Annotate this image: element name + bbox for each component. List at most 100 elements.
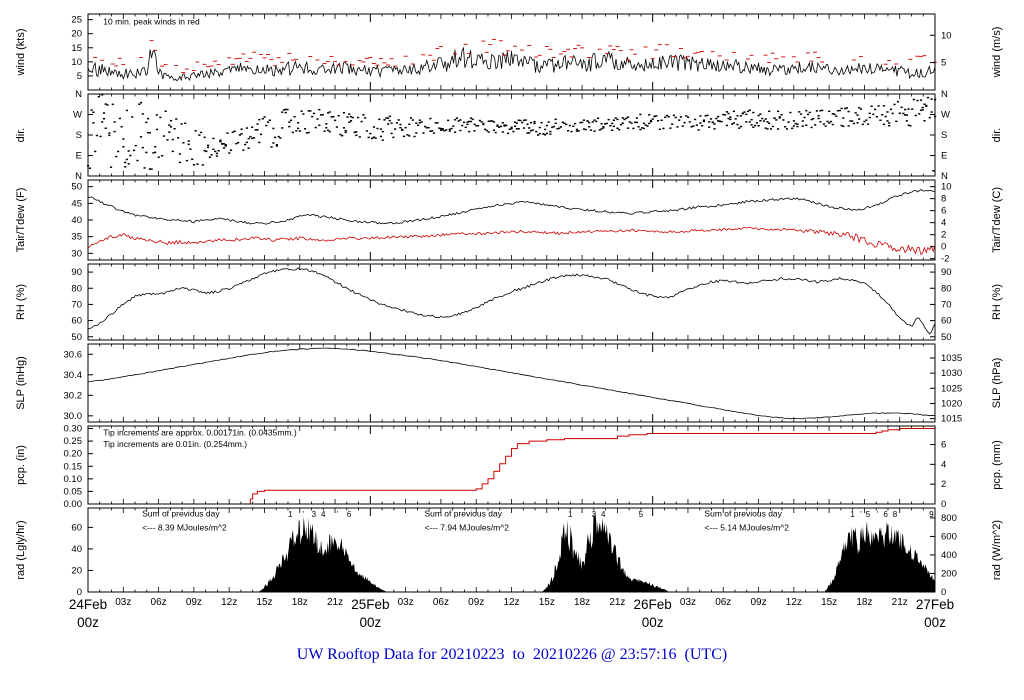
ytick-label-left: 20 [71, 565, 82, 576]
ytick-label-right: -2 [941, 254, 949, 265]
ytick-label-right: 200 [941, 568, 957, 579]
x-hour-label: 00z [77, 615, 99, 630]
ytick-label-left: 0.10 [64, 474, 83, 485]
panel-frame [87, 343, 936, 423]
ytick-label-left: 60 [71, 316, 82, 327]
ytick-label-left: 30 [71, 248, 82, 259]
cloud-marker: ' [877, 510, 879, 519]
ytick-label-left: 50 [71, 182, 82, 193]
y-axis-label-right: RH (%) [991, 284, 1003, 320]
air-temperature-f [87, 189, 936, 225]
ytick-label-right: 2 [941, 230, 946, 241]
ytick-label-right: 70 [941, 299, 952, 310]
chart-title: UW Rooftop Data for 20210223 to 20210226… [296, 646, 728, 663]
ytick-label-left: W [73, 110, 82, 121]
cloud-marker: 3 [592, 510, 597, 519]
x-tick-label: 09z [468, 597, 484, 608]
ytick-label-left: 25 [71, 15, 82, 26]
ytick-label-left: N [75, 171, 82, 182]
y-axis-label-left: SLP (inHg) [15, 356, 27, 410]
cloud-marker: ' [581, 510, 583, 519]
y-axis-label-left: dir. [15, 128, 27, 143]
ytick-label-left: 30.4 [64, 370, 83, 381]
ytick-label-left: 70 [71, 299, 82, 310]
ytick-label-right: 0 [941, 242, 946, 253]
x-tick-label: 15z [539, 597, 555, 608]
cloud-marker: 6 [883, 510, 888, 519]
wind-avg-kts [87, 46, 936, 82]
ytick-label-right: 90 [941, 267, 952, 278]
ytick-label-right: 1035 [941, 353, 962, 364]
ytick-label-left: E [76, 151, 82, 162]
y-axis-label-left: rad (Lgly/hr) [15, 520, 27, 579]
x-tick-label: 12z [786, 597, 802, 608]
ytick-label-right: 80 [941, 283, 952, 294]
y-axis-label-left: Tair/Tdew (F) [15, 188, 27, 253]
x-tick-label: 21z [609, 597, 625, 608]
ytick-label-right: 4 [941, 459, 946, 470]
ytick-label-left: 20 [71, 29, 82, 40]
ytick-label-left: 40 [71, 544, 82, 555]
ytick-label-left: 30.6 [64, 349, 83, 360]
ytick-label-right: N [941, 171, 948, 182]
panel-frame [87, 507, 936, 593]
ytick-label-left: 5 [77, 71, 82, 82]
x-hour-label: 00z [924, 615, 946, 630]
panel-annotation: 10 min. peak winds in red [103, 17, 200, 27]
x-date-label: 25Feb [351, 597, 389, 612]
ytick-label-left: S [76, 130, 82, 141]
y-axis-label-right: wind (m/s) [991, 27, 1003, 79]
ytick-label-left: 15 [71, 43, 82, 54]
y-axis-label-right: SLP (hPa) [991, 358, 1003, 409]
x-tick-label: 09z [750, 597, 766, 608]
x-tick-label: 15z [821, 597, 837, 608]
ytick-label-right: 6 [941, 206, 946, 217]
x-date-label: 27Feb [916, 597, 954, 612]
y-axis-label-left: wind (kts) [15, 28, 27, 76]
ytick-label-right: 10 [941, 30, 952, 41]
ytick-label-right: N [941, 89, 948, 100]
cloud-marker: 1 [288, 510, 293, 519]
ytick-label-right: 2 [941, 479, 946, 490]
ytick-label-left: 0.00 [64, 499, 83, 510]
ytick-label-right: S [941, 130, 947, 141]
panel-frame [87, 179, 936, 261]
x-hour-label: 00z [642, 615, 664, 630]
ytick-label-left: 35 [71, 232, 82, 243]
ytick-label-right: 5 [941, 58, 946, 69]
solar-radiation [88, 513, 935, 592]
cloud-marker: 4 [321, 510, 326, 519]
ytick-label-left: 10 [71, 57, 82, 68]
cloud-marker: ' [860, 510, 862, 519]
y-axis-label-right: rad (W/m^2) [991, 520, 1003, 580]
cloud-marker: 9 [929, 510, 934, 519]
ytick-label-left: 0.30 [64, 424, 83, 435]
ytick-label-right: 600 [941, 531, 957, 542]
panel-annotation: Tip increments are 0.01in. (0.254mm.) [103, 439, 247, 449]
cloud-marker: ' [303, 510, 305, 519]
ytick-label-left: N [75, 89, 82, 100]
panel-annotation: <--- 7.94 MJoules/m^2 [424, 523, 509, 533]
panel-annotation: Sum of previous day [142, 508, 220, 518]
panel-annotation: Tip increments are approx. 0.00171in. (0… [103, 427, 297, 437]
panel-wind: 5 10 15 20 25 5 10 wind (kts) wind (m/s) 10 min. … [15, 13, 1003, 91]
panel-slp: 30.0 30.2 30.4 30.6 1015 1020 1025 1030 1035 SLP … [15, 343, 1003, 425]
ytick-label-left: 0.25 [64, 436, 83, 447]
x-date-label: 26Feb [634, 597, 672, 612]
x-tick-label: 06z [433, 597, 449, 608]
x-tick-label: 18z [292, 597, 308, 608]
ytick-label-right: 0 [941, 499, 946, 510]
ytick-label-left: 45 [71, 198, 82, 209]
ytick-label-right: 60 [941, 316, 952, 327]
y-axis-label-left: pcp. (in) [15, 445, 27, 485]
panel-annotation: <--- 5.14 MJoules/m^2 [704, 523, 789, 533]
ytick-label-left: 60 [71, 522, 82, 533]
ytick-label-right: 1020 [941, 398, 962, 409]
x-tick-label: 03z [115, 597, 131, 608]
multipanel-weather-chart: 5 10 15 20 25 5 10 wind (kts) wind (m/s) 10 min. … [15, 13, 1003, 630]
ytick-label-left: 40 [71, 215, 82, 226]
ytick-label-left: 80 [71, 283, 82, 294]
x-tick-label: 12z [503, 597, 519, 608]
